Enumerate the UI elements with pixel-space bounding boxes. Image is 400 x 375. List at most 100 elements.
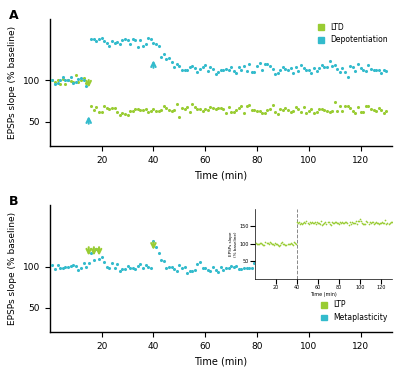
Point	[285, 107, 291, 113]
Point	[189, 101, 196, 107]
Point	[104, 105, 110, 111]
Point	[176, 114, 182, 120]
Point	[381, 67, 387, 73]
Point	[350, 64, 356, 70]
Point	[109, 260, 115, 266]
Point	[215, 105, 221, 111]
Point	[67, 263, 74, 269]
Point	[60, 265, 66, 271]
Point	[197, 106, 203, 112]
Point	[267, 270, 273, 276]
Point	[300, 268, 307, 274]
Point	[324, 266, 330, 272]
Point	[106, 43, 113, 49]
Point	[378, 268, 384, 274]
Point	[254, 108, 260, 114]
Point	[370, 67, 377, 73]
Point	[88, 36, 94, 42]
Point	[288, 267, 294, 273]
Point	[249, 69, 255, 75]
Point	[376, 265, 382, 271]
Point	[215, 69, 221, 75]
Point	[277, 68, 284, 74]
Point	[181, 67, 188, 73]
Point	[362, 102, 369, 108]
Point	[78, 76, 84, 82]
Point	[111, 40, 118, 46]
Point	[334, 66, 340, 72]
Point	[238, 103, 245, 109]
Point	[200, 108, 206, 114]
Point	[365, 268, 372, 274]
Point	[370, 269, 377, 275]
Point	[75, 79, 82, 85]
Point	[140, 107, 146, 113]
Point	[318, 267, 325, 273]
Text: B: B	[9, 195, 18, 208]
Point	[140, 43, 146, 49]
Point	[171, 64, 177, 70]
Point	[104, 264, 110, 270]
Point	[80, 260, 87, 266]
Point	[293, 64, 299, 70]
Point	[96, 36, 102, 42]
Point	[49, 76, 56, 82]
Point	[293, 262, 299, 268]
Point	[184, 270, 190, 276]
Point	[189, 63, 196, 69]
Point	[321, 107, 328, 113]
Point	[174, 268, 180, 274]
Point	[192, 65, 198, 71]
Point	[326, 268, 333, 274]
Legend: LTD, Depotentiation: LTD, Depotentiation	[318, 22, 388, 45]
Point	[156, 43, 162, 49]
Point	[65, 78, 71, 84]
Point	[347, 263, 354, 269]
Point	[233, 70, 240, 76]
Point	[52, 79, 58, 85]
Point	[132, 266, 138, 272]
Point	[251, 107, 258, 113]
Point	[360, 110, 366, 116]
Point	[116, 41, 123, 47]
Point	[321, 64, 328, 70]
Point	[57, 265, 64, 271]
Point	[148, 108, 154, 114]
Point	[223, 66, 229, 72]
Point	[197, 259, 203, 265]
Point	[98, 254, 105, 260]
Point	[218, 105, 224, 111]
Point	[326, 58, 333, 64]
Point	[362, 264, 369, 270]
Point	[318, 62, 325, 68]
Point	[306, 67, 312, 73]
Point	[186, 267, 193, 273]
Point	[241, 63, 247, 69]
Point	[166, 55, 172, 61]
Point	[210, 66, 216, 72]
Point	[339, 108, 346, 114]
Point	[57, 77, 64, 83]
Point	[220, 67, 226, 73]
Point	[202, 265, 208, 271]
Point	[67, 74, 74, 80]
Point	[282, 66, 289, 72]
Point	[383, 265, 390, 271]
Point	[205, 106, 211, 112]
Point	[145, 109, 152, 115]
Point	[280, 107, 286, 113]
Point	[60, 74, 66, 80]
Point	[311, 65, 317, 71]
Point	[332, 62, 338, 68]
Point	[166, 264, 172, 270]
Point	[137, 261, 144, 267]
Point	[259, 68, 265, 74]
Point	[352, 263, 359, 269]
Point	[272, 264, 278, 270]
Point	[122, 267, 128, 273]
Point	[101, 103, 108, 109]
Point	[194, 69, 201, 75]
Point	[280, 64, 286, 70]
Point	[174, 101, 180, 107]
Point	[368, 66, 374, 72]
